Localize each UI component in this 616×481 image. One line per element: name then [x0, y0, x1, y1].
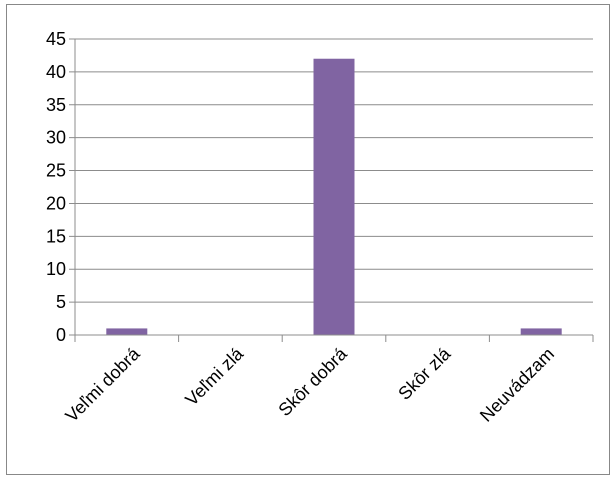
- y-tick-label: 0: [56, 325, 66, 345]
- y-tick-label: 45: [46, 29, 66, 49]
- y-tick-label: 25: [46, 161, 66, 181]
- y-tick-label: 15: [46, 226, 66, 246]
- y-tick-label: 5: [56, 292, 66, 312]
- y-tick-label: 30: [46, 128, 66, 148]
- x-tick-label: Veľmi zlá: [181, 343, 248, 410]
- bars: [106, 58, 562, 335]
- axes: [69, 39, 594, 342]
- x-tick-labels: Veľmi dobrá Veľmi zlá Skôr dobrá Skôr zlá Ne…: [61, 343, 558, 426]
- bar: [106, 328, 148, 335]
- y-tick-label: 20: [46, 193, 66, 213]
- bar: [313, 58, 355, 335]
- bar: [520, 328, 562, 335]
- x-tick-label: Neuvádzam: [476, 344, 558, 426]
- y-tick-label: 40: [46, 62, 66, 82]
- y-tick-label: 10: [46, 259, 66, 279]
- x-tick-label: Skôr zlá: [394, 343, 455, 404]
- chart-frame: [6, 4, 610, 475]
- y-tick-labels: 0 5 10 15 20 25 30 35 40 45: [46, 29, 66, 345]
- x-tick-label: Veľmi dobrá: [61, 343, 144, 426]
- y-tick-label: 35: [46, 95, 66, 115]
- x-tick-label: Skôr dobrá: [274, 343, 351, 420]
